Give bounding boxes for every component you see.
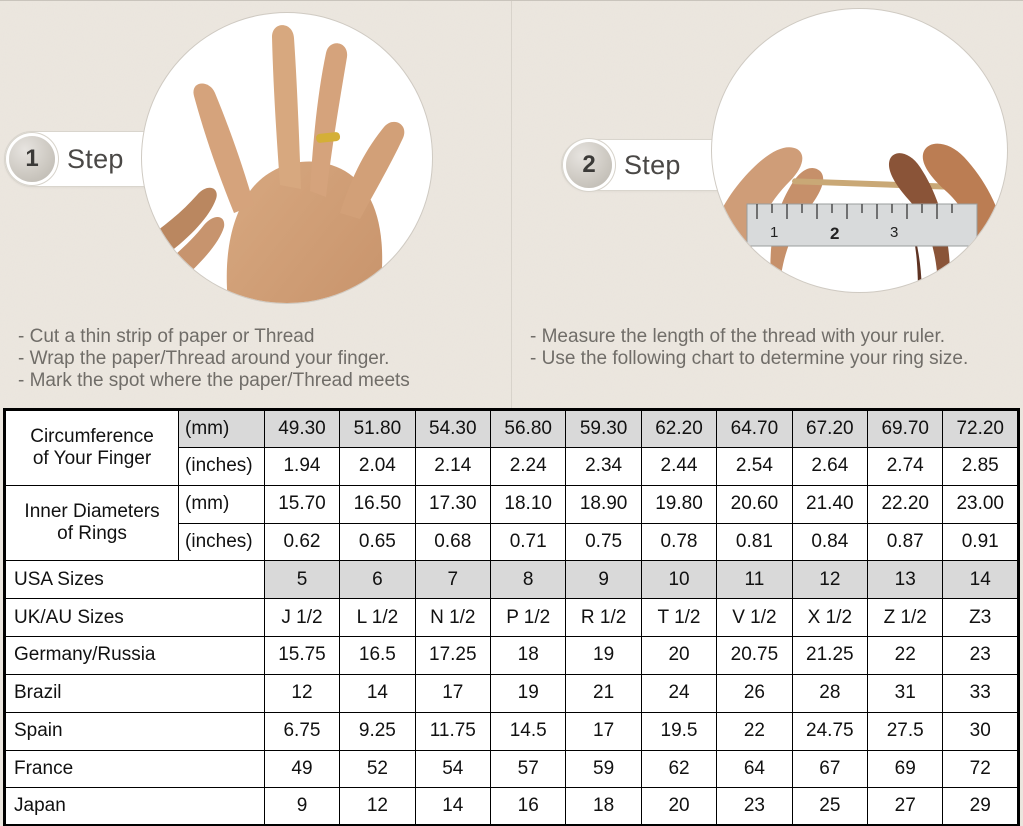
svg-text:2: 2 [830, 224, 839, 243]
svg-text:1: 1 [770, 224, 778, 241]
svg-text:3: 3 [890, 224, 898, 241]
